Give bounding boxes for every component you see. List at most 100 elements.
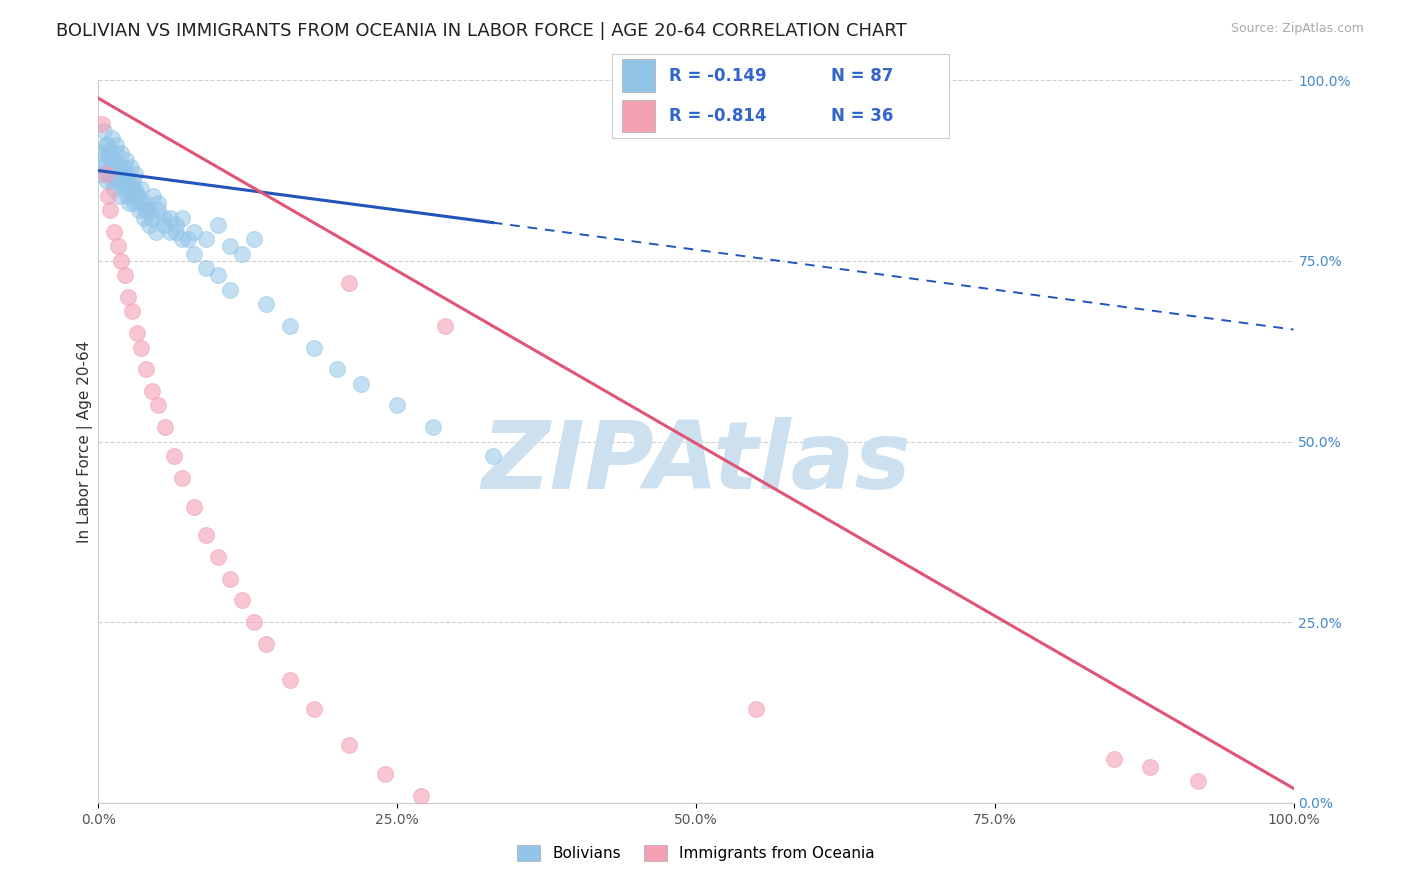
Point	[219, 239, 242, 253]
Point	[122, 174, 145, 188]
Point	[103, 225, 125, 239]
Point	[93, 124, 115, 138]
Text: R = -0.149: R = -0.149	[669, 67, 766, 85]
Point	[278, 318, 301, 333]
Point	[117, 290, 139, 304]
Point	[135, 203, 157, 218]
Point	[131, 341, 153, 355]
Point	[98, 203, 122, 218]
Point	[128, 203, 150, 218]
Point	[115, 153, 138, 167]
Point	[172, 211, 194, 225]
Point	[231, 593, 253, 607]
Point	[153, 218, 176, 232]
Point	[97, 145, 120, 160]
Point	[159, 211, 181, 225]
Point	[101, 153, 124, 167]
Point	[112, 160, 135, 174]
Point	[302, 341, 325, 355]
Point	[195, 232, 218, 246]
Text: Source: ZipAtlas.com: Source: ZipAtlas.com	[1230, 22, 1364, 36]
Point	[155, 420, 177, 434]
Point	[177, 232, 200, 246]
Point	[125, 189, 148, 203]
Point	[97, 189, 120, 203]
Point	[141, 384, 163, 398]
Point	[107, 239, 129, 253]
Point	[302, 702, 325, 716]
Point	[219, 572, 242, 586]
Point	[124, 167, 146, 181]
Text: R = -0.814: R = -0.814	[669, 107, 766, 125]
Point	[159, 225, 181, 239]
Point	[148, 203, 170, 218]
Point	[105, 145, 128, 160]
Point	[131, 182, 153, 196]
Point	[110, 167, 132, 181]
Point	[94, 167, 117, 181]
Point	[219, 283, 242, 297]
Point	[172, 470, 194, 484]
Point	[195, 528, 218, 542]
Point	[745, 702, 768, 716]
Point	[91, 153, 114, 167]
Point	[103, 153, 125, 167]
Point	[115, 167, 138, 181]
Point	[121, 304, 143, 318]
Text: N = 87: N = 87	[831, 67, 893, 85]
Point	[326, 362, 349, 376]
Point	[243, 615, 266, 630]
Point	[172, 232, 194, 246]
FancyBboxPatch shape	[621, 100, 655, 132]
FancyBboxPatch shape	[612, 54, 949, 138]
Point	[96, 138, 118, 153]
Point	[207, 218, 229, 232]
Point	[108, 189, 131, 203]
Point	[411, 789, 433, 803]
Y-axis label: In Labor Force | Age 20-64: In Labor Force | Age 20-64	[77, 341, 93, 542]
Point	[121, 189, 143, 203]
Point	[1104, 752, 1126, 766]
Point	[112, 167, 135, 181]
Point	[115, 189, 138, 203]
Point	[117, 174, 139, 188]
Point	[107, 160, 129, 174]
Point	[122, 182, 145, 196]
Point	[165, 218, 187, 232]
Point	[107, 174, 129, 188]
Point	[254, 297, 277, 311]
Point	[422, 420, 444, 434]
Point	[148, 398, 170, 412]
Point	[141, 211, 163, 225]
Point	[254, 637, 277, 651]
Point	[278, 673, 301, 687]
Point	[1187, 774, 1209, 789]
Point	[91, 117, 114, 131]
Point	[117, 174, 139, 188]
Point	[103, 182, 125, 196]
Legend: Bolivians, Immigrants from Oceania: Bolivians, Immigrants from Oceania	[512, 839, 880, 867]
Point	[183, 225, 205, 239]
Point	[163, 449, 186, 463]
Point	[90, 167, 112, 181]
Point	[339, 276, 361, 290]
Point	[153, 211, 176, 225]
Text: ZIPAtlas: ZIPAtlas	[481, 417, 911, 509]
Point	[104, 167, 127, 181]
Point	[105, 138, 128, 153]
Point	[127, 189, 149, 203]
Point	[93, 160, 115, 174]
Point	[125, 326, 148, 340]
Point	[339, 738, 361, 752]
Point	[165, 225, 187, 239]
Point	[350, 376, 373, 391]
Point	[111, 174, 134, 188]
Point	[481, 449, 505, 463]
Point	[120, 182, 142, 196]
FancyBboxPatch shape	[621, 60, 655, 92]
Point	[138, 218, 160, 232]
Point	[135, 362, 157, 376]
Point	[183, 246, 205, 260]
Point	[98, 160, 122, 174]
Point	[138, 203, 160, 218]
